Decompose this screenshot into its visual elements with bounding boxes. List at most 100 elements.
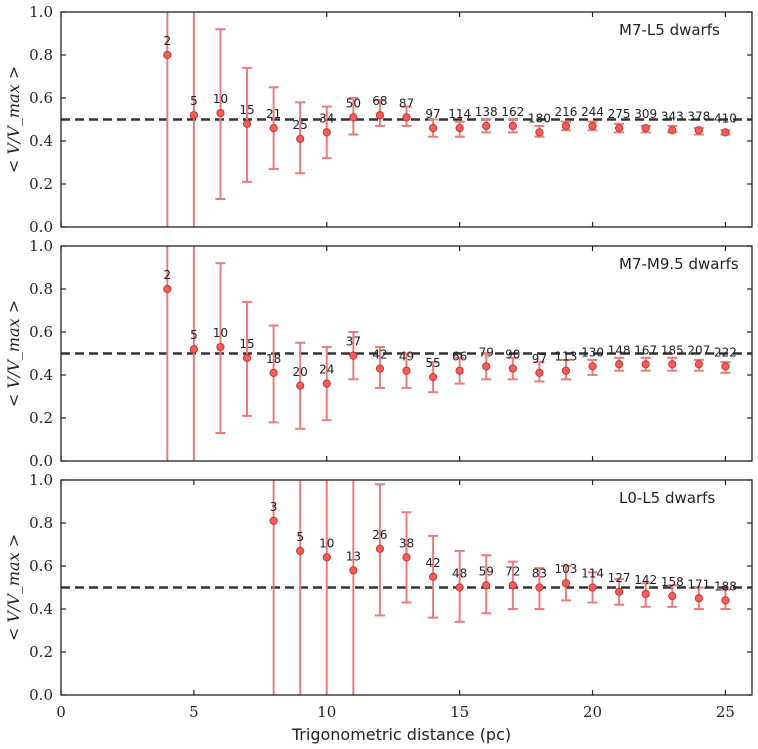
- count-label: 18: [266, 352, 281, 366]
- data-point: [641, 124, 650, 133]
- count-label: 72: [505, 564, 520, 578]
- data-point: [375, 544, 385, 553]
- count-label: 142: [634, 573, 657, 587]
- panel-2-frame: [60, 245, 753, 462]
- data-point: [668, 360, 677, 369]
- count-label: 5: [190, 94, 198, 108]
- data-point: [455, 124, 464, 133]
- count-label: 114: [448, 107, 471, 121]
- data-point: [242, 353, 252, 362]
- count-label: 158: [661, 575, 684, 589]
- count-label: 66: [452, 350, 467, 364]
- count-label: 127: [608, 571, 631, 585]
- count-label: 185: [661, 343, 684, 357]
- data-point: [482, 581, 491, 590]
- data-point: [402, 113, 411, 122]
- data-point: [508, 364, 517, 373]
- panel-1-y-tick-label: 0.0: [29, 218, 53, 236]
- data-point: [615, 587, 624, 596]
- data-point: [242, 119, 252, 128]
- count-label: 68: [372, 94, 387, 108]
- data-point: [561, 121, 571, 131]
- count-label: 97: [532, 352, 547, 366]
- panel-1-y-tick-label: 0.6: [29, 89, 53, 107]
- count-label: 130: [581, 345, 604, 359]
- count-label: 2: [163, 34, 171, 48]
- data-point: [296, 381, 305, 390]
- data-point: [402, 366, 411, 375]
- data-point: [269, 516, 278, 525]
- data-point: [721, 362, 730, 371]
- data-point: [349, 351, 358, 360]
- count-label: 207: [687, 343, 710, 357]
- panel-1-y-tick-label: 0.8: [29, 46, 53, 64]
- panel-2-y-tick-label: 0.0: [29, 452, 53, 470]
- count-label: 55: [425, 356, 440, 370]
- data-point: [269, 368, 278, 377]
- count-label: 20: [293, 365, 308, 379]
- count-label: 97: [425, 107, 440, 121]
- x-tick-label: 20: [583, 703, 602, 721]
- data-point: [322, 379, 331, 388]
- count-label: 10: [319, 536, 334, 550]
- count-label: 50: [346, 96, 361, 110]
- panel-1-frame: [60, 11, 753, 228]
- panel-2-y-tick-label: 0.2: [29, 409, 53, 427]
- count-label: 87: [399, 96, 414, 110]
- count-label: 180: [528, 111, 551, 125]
- count-label: 216: [555, 105, 578, 119]
- count-label: 5: [296, 530, 304, 544]
- count-label: 244: [581, 105, 604, 119]
- data-point: [588, 583, 597, 592]
- count-label: 15: [239, 337, 254, 351]
- panel-3-y-tick-label: 1.0: [29, 471, 53, 489]
- count-label: 2: [163, 268, 171, 282]
- panel-2-y-axis-label: < V/V_max >: [4, 300, 23, 407]
- count-label: 10: [213, 92, 228, 106]
- count-label: 21: [266, 107, 281, 121]
- x-tick-label: 5: [189, 703, 199, 721]
- data-point: [561, 579, 571, 588]
- panel-2-y-tick-label: 0.6: [29, 323, 53, 341]
- count-label: 275: [608, 107, 631, 121]
- data-point: [615, 124, 624, 133]
- panel-1-title: M7-L5 dwarfs: [619, 21, 720, 39]
- panel-1-y-tick-label: 0.2: [29, 175, 53, 193]
- panel-1-y-tick-label: 0.4: [29, 132, 53, 150]
- count-label: 10: [213, 326, 228, 340]
- count-label: 37: [346, 335, 361, 349]
- data-point: [615, 360, 624, 369]
- count-label: 26: [372, 528, 387, 542]
- count-label: 114: [581, 567, 604, 581]
- data-point: [508, 581, 517, 590]
- count-label: 83: [532, 567, 547, 581]
- count-label: 113: [555, 350, 578, 364]
- panel-3-y-tick-label: 0.0: [29, 686, 53, 704]
- data-point: [561, 366, 571, 375]
- count-label: 5: [190, 328, 198, 342]
- count-label: 309: [634, 107, 657, 121]
- count-label: 42: [372, 348, 387, 362]
- count-label: 378: [687, 109, 710, 123]
- count-label: 171: [687, 577, 710, 591]
- x-tick-label: 25: [716, 703, 735, 721]
- panel-1-y-axis-label: < V/V_max >: [4, 66, 23, 173]
- data-point: [296, 546, 305, 556]
- data-point: [402, 553, 411, 562]
- count-label: 410: [714, 111, 737, 125]
- panel-3-y-tick-label: 0.2: [29, 643, 53, 661]
- panel-3-y-tick-label: 0.6: [29, 557, 53, 575]
- count-label: 24: [319, 363, 334, 377]
- count-label: 38: [399, 536, 414, 550]
- data-point: [189, 345, 198, 354]
- x-tick-label: 10: [317, 703, 336, 721]
- count-label: 167: [634, 343, 657, 357]
- data-point: [535, 368, 544, 377]
- count-label: 79: [479, 345, 494, 359]
- data-point: [375, 364, 385, 373]
- count-label: 49: [399, 350, 414, 364]
- panel-1-y-tick-label: 1.0: [29, 3, 53, 21]
- count-label: 222: [714, 345, 737, 359]
- count-label: 42: [425, 556, 440, 570]
